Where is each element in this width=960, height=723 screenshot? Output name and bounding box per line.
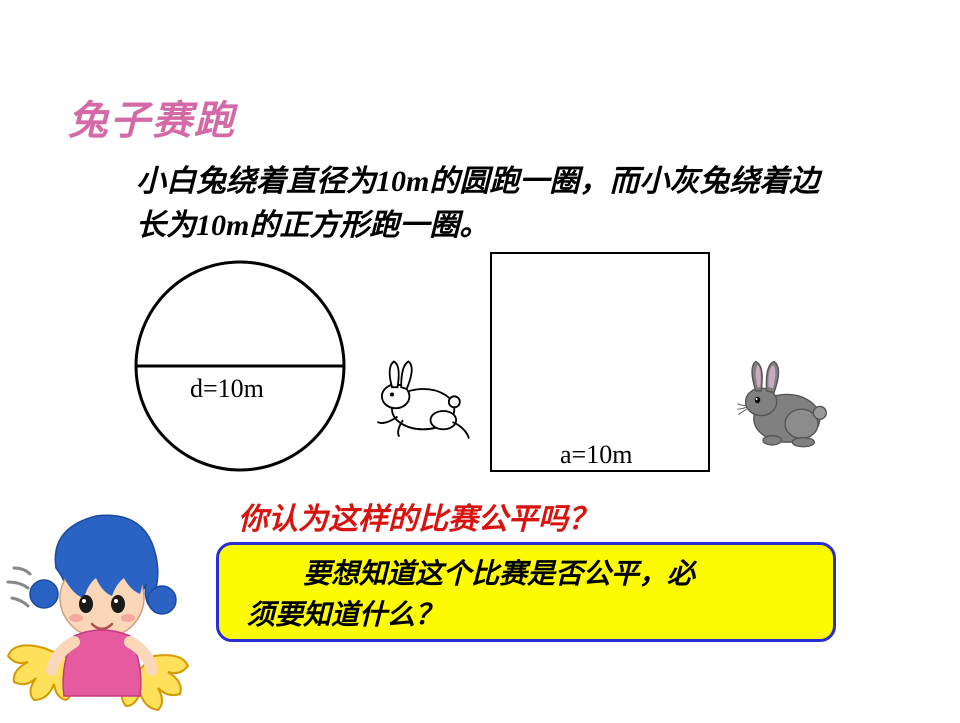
problem-text: 小白兔绕着直径为10m的圆跑一圈，而小灰兔绕着边长为10m的正方形跑一圈。 — [136, 160, 836, 247]
diagram-area: d=10m — [100, 256, 880, 496]
square-side-label: a=10m — [560, 440, 632, 470]
square-track — [490, 252, 710, 472]
circle-diameter-label: d=10m — [190, 374, 264, 404]
bubble-line-2: 须要知道什么？ — [247, 596, 815, 637]
grey-rabbit-icon — [730, 356, 840, 456]
bubble-line-1: 要想知道这个比赛是否公平，必 — [247, 555, 815, 596]
slide-title: 兔子赛跑 — [68, 88, 236, 146]
circle-track: d=10m — [130, 256, 350, 476]
speech-bubble: 要想知道这个比赛是否公平，必 须要知道什么？ — [216, 542, 836, 642]
mascot-character-icon — [4, 508, 194, 718]
slide: 兔子赛跑 小白兔绕着直径为10m的圆跑一圈，而小灰兔绕着边长为10m的正方形跑一… — [0, 0, 960, 720]
white-rabbit-icon — [370, 356, 480, 446]
fairness-question: 你认为这样的比赛公平吗？ — [238, 494, 598, 538]
